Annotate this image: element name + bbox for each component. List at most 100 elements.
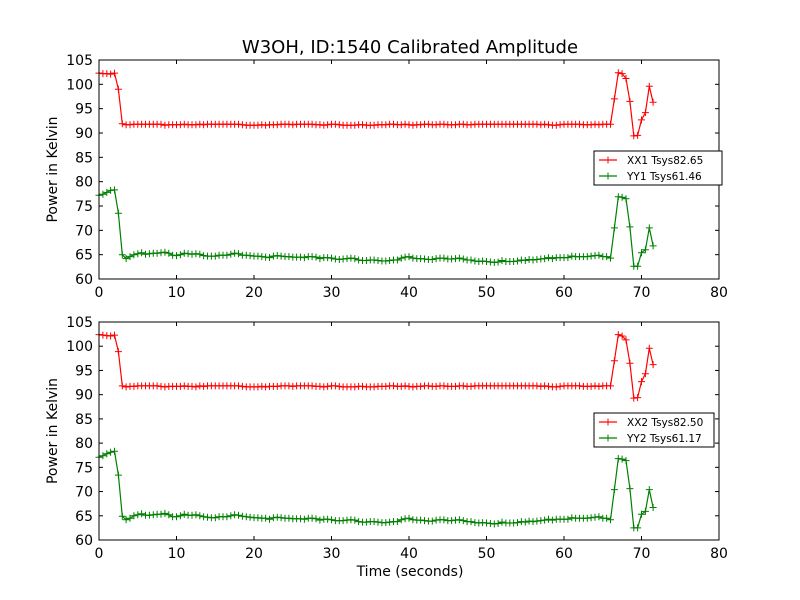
- y-axis-label: Power in Kelvin: [45, 378, 61, 484]
- y-tick-label: 80: [75, 436, 93, 452]
- x-tick-label: 60: [555, 546, 573, 562]
- data-point-marker: [235, 511, 242, 519]
- data-point-marker: [521, 518, 529, 526]
- data-point-marker: [262, 514, 270, 522]
- y-tick-label: 95: [75, 363, 93, 379]
- data-point-marker: [223, 513, 231, 521]
- data-point-marker: [157, 510, 165, 518]
- y-tick-label: 75: [75, 199, 93, 215]
- data-point-marker: [266, 254, 273, 262]
- x-axis-label: Time (seconds): [356, 564, 464, 580]
- data-point-marker: [211, 252, 219, 260]
- y-tick-label: 90: [75, 388, 93, 404]
- data-point-marker: [603, 514, 611, 522]
- y-tick-label: 85: [75, 412, 93, 428]
- data-point-marker: [235, 250, 242, 258]
- bottom-plot-panel: 0 10 20 30 40 50 60 70 80 60 65 70 75 80 85 90 95 100 105 P…: [45, 315, 728, 562]
- data-point-marker: [564, 254, 572, 262]
- data-point-marker: [645, 344, 653, 352]
- data-point-marker: [618, 455, 626, 463]
- data-point-marker: [541, 516, 549, 524]
- data-point-marker: [111, 186, 118, 194]
- data-point-marker: [607, 254, 614, 262]
- x-tick-label: 20: [245, 285, 263, 301]
- data-point-marker: [610, 95, 618, 103]
- data-point-marker: [118, 251, 126, 259]
- data-point-marker: [111, 69, 118, 77]
- x-tick-label: 10: [168, 285, 186, 301]
- data-point-marker: [641, 246, 649, 254]
- data-point-marker: [130, 512, 138, 520]
- data-point-marker: [645, 224, 653, 232]
- data-point-marker: [641, 507, 649, 515]
- data-point-marker: [99, 452, 107, 460]
- y-tick-label: 100: [66, 339, 93, 355]
- data-point-marker: [176, 512, 184, 520]
- y-tick-label: 105: [66, 53, 93, 69]
- data-point-marker: [405, 514, 413, 522]
- legend-marker: [604, 172, 612, 180]
- data-point-marker: [634, 394, 642, 402]
- y-tick-label: 80: [75, 175, 93, 191]
- data-point-marker: [107, 332, 115, 340]
- data-point-marker: [641, 370, 649, 378]
- x-tick-label: 30: [323, 285, 341, 301]
- data-point-marker: [638, 378, 645, 386]
- data-point-marker: [634, 524, 642, 532]
- data-point-marker: [498, 518, 506, 526]
- data-point-marker: [545, 254, 552, 262]
- data-point-marker: [607, 516, 614, 524]
- data-point-marker: [393, 518, 401, 526]
- data-point-marker: [328, 254, 335, 262]
- data-point-marker: [618, 332, 626, 340]
- x-tick-label: 50: [478, 546, 496, 562]
- data-point-marker: [626, 485, 634, 493]
- data-point-marker: [196, 512, 204, 520]
- data-point-marker: [638, 116, 645, 124]
- data-point-marker: [300, 254, 308, 262]
- data-point-marker: [618, 70, 626, 78]
- data-point-marker: [649, 242, 657, 250]
- legend-label: YY1 Tsys61.46: [626, 171, 702, 183]
- data-point-marker: [614, 331, 622, 339]
- top-plot-panel: 0 10 20 30 40 50 60 70 80 60 65 70 75 80 85 90 95 100 105 P…: [45, 53, 728, 301]
- legend-marker: [604, 434, 612, 442]
- data-point-marker: [126, 514, 134, 522]
- data-point-marker: [595, 251, 603, 259]
- chart-title: W3OH, ID:1540 Calibrated Amplitude: [242, 37, 578, 58]
- y-tick-label: 60: [75, 533, 93, 549]
- legend-box: [593, 150, 723, 186]
- data-point-marker: [130, 251, 138, 259]
- legend-label: XX1 Tsys82.65: [627, 155, 703, 167]
- x-tick-label: 0: [95, 546, 104, 562]
- data-point-marker: [227, 250, 235, 258]
- data-point-marker: [610, 224, 618, 232]
- data-point-marker: [428, 256, 436, 263]
- data-point-marker: [649, 504, 657, 511]
- x-tick-label: 40: [400, 285, 418, 301]
- data-point-marker: [134, 250, 142, 258]
- data-point-marker: [467, 518, 475, 526]
- y-tick-label: 90: [75, 126, 93, 142]
- data-point-marker: [227, 512, 235, 520]
- data-point-marker: [610, 357, 618, 365]
- data-point-marker: [638, 510, 645, 518]
- data-point-marker: [607, 382, 614, 390]
- legend-marker: [604, 156, 612, 164]
- legend-marker: [604, 418, 612, 426]
- data-point-marker: [467, 256, 475, 264]
- data-point-marker: [161, 248, 169, 256]
- y-tick-label: 105: [66, 315, 93, 331]
- data-point-marker: [111, 331, 118, 339]
- data-point-marker: [103, 450, 111, 458]
- data-point-marker: [196, 250, 204, 258]
- data-point-marker: [494, 258, 502, 266]
- data-point-marker: [397, 254, 405, 262]
- x-tick-label: 10: [168, 546, 186, 562]
- data-point-marker: [514, 519, 521, 527]
- x-tick-label: 30: [323, 546, 341, 562]
- data-point-marker: [626, 97, 634, 105]
- data-point-marker: [122, 516, 130, 524]
- data-point-marker: [266, 515, 273, 523]
- data-point-marker: [564, 515, 572, 523]
